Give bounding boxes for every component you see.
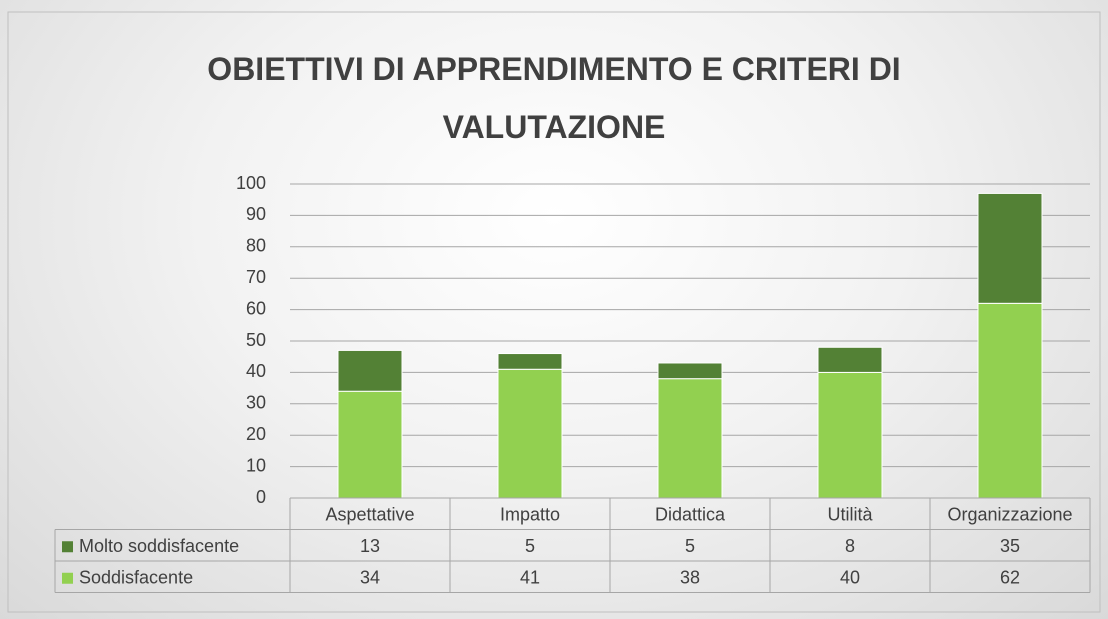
x-tick-label: Didattica <box>655 505 726 525</box>
table-value: 5 <box>685 536 695 556</box>
table-value: 41 <box>520 568 540 588</box>
y-tick-label: 90 <box>246 204 266 224</box>
bar-segment <box>657 378 723 499</box>
x-tick-label: Impatto <box>500 505 560 525</box>
legend-label: Soddisfacente <box>79 568 193 588</box>
bar-segment <box>817 346 883 373</box>
table-value: 38 <box>680 568 700 588</box>
y-tick-label: 50 <box>246 330 266 350</box>
table-value: 8 <box>845 536 855 556</box>
table-value: 34 <box>360 568 380 588</box>
y-tick-label: 80 <box>246 236 266 256</box>
y-tick-label: 40 <box>246 361 266 381</box>
x-tick-label: Aspettative <box>325 505 414 525</box>
table-value: 13 <box>360 536 380 556</box>
bar-segment <box>337 349 403 392</box>
bar-segment <box>977 302 1043 499</box>
bar-segment <box>817 371 883 499</box>
y-tick-label: 10 <box>246 455 266 475</box>
table-value: 62 <box>1000 568 1020 588</box>
legend-label: Molto soddisfacente <box>79 536 239 556</box>
x-tick-label: Organizzazione <box>947 505 1072 525</box>
table-value: 40 <box>840 568 860 588</box>
x-tick-label: Utilità <box>827 505 873 525</box>
legend-key <box>62 541 73 553</box>
y-tick-label: 30 <box>246 393 266 413</box>
y-tick-label: 70 <box>246 267 266 287</box>
legend-key <box>62 572 73 584</box>
bar-segment <box>657 362 723 380</box>
table-value: 5 <box>525 536 535 556</box>
chart-border <box>7 11 1101 613</box>
y-tick-label: 20 <box>246 424 266 444</box>
table-value: 35 <box>1000 536 1020 556</box>
y-tick-label: 0 <box>256 487 266 507</box>
bar-segment <box>497 368 563 499</box>
y-tick-label: 60 <box>246 298 266 318</box>
bar-segment <box>337 390 403 499</box>
y-tick-label: 100 <box>236 173 266 193</box>
chart-title: OBIETTIVI DI APPRENDIMENTO E CRITERI DI … <box>207 51 901 145</box>
bar-segment <box>497 353 563 370</box>
bar-segment <box>977 192 1043 304</box>
